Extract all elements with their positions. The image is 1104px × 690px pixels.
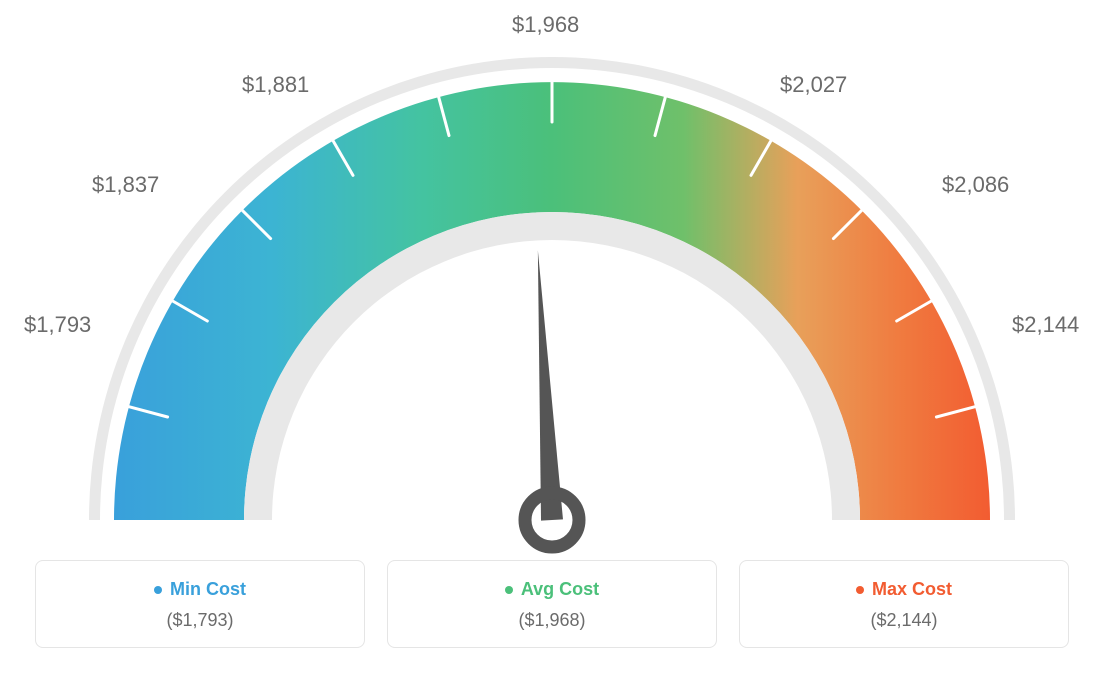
dot-icon (154, 586, 162, 594)
tick-label: $2,086 (942, 172, 1009, 198)
tick-label: $1,837 (92, 172, 159, 198)
tick-label: $1,968 (512, 12, 579, 38)
gauge-svg (22, 0, 1082, 560)
legend-label: Min Cost (170, 579, 246, 600)
dot-icon (505, 586, 513, 594)
legend-value: ($2,144) (740, 610, 1068, 631)
gauge-chart: $1,793 $1,837 $1,881 $1,968 $2,027 $2,086 $2,1… (0, 0, 1104, 560)
dot-icon (856, 586, 864, 594)
tick-label: $1,881 (242, 72, 309, 98)
legend-card-avg: Avg Cost ($1,968) (387, 560, 717, 648)
legend-value: ($1,968) (388, 610, 716, 631)
legend-card-min: Min Cost ($1,793) (35, 560, 365, 648)
tick-label: $2,027 (780, 72, 847, 98)
legend-label: Avg Cost (521, 579, 599, 600)
legend-value: ($1,793) (36, 610, 364, 631)
legend-label: Max Cost (872, 579, 952, 600)
legend-card-max: Max Cost ($2,144) (739, 560, 1069, 648)
tick-label: $1,793 (24, 312, 91, 338)
legend-row: Min Cost ($1,793) Avg Cost ($1,968) Max … (0, 560, 1104, 648)
tick-label: $2,144 (1012, 312, 1079, 338)
